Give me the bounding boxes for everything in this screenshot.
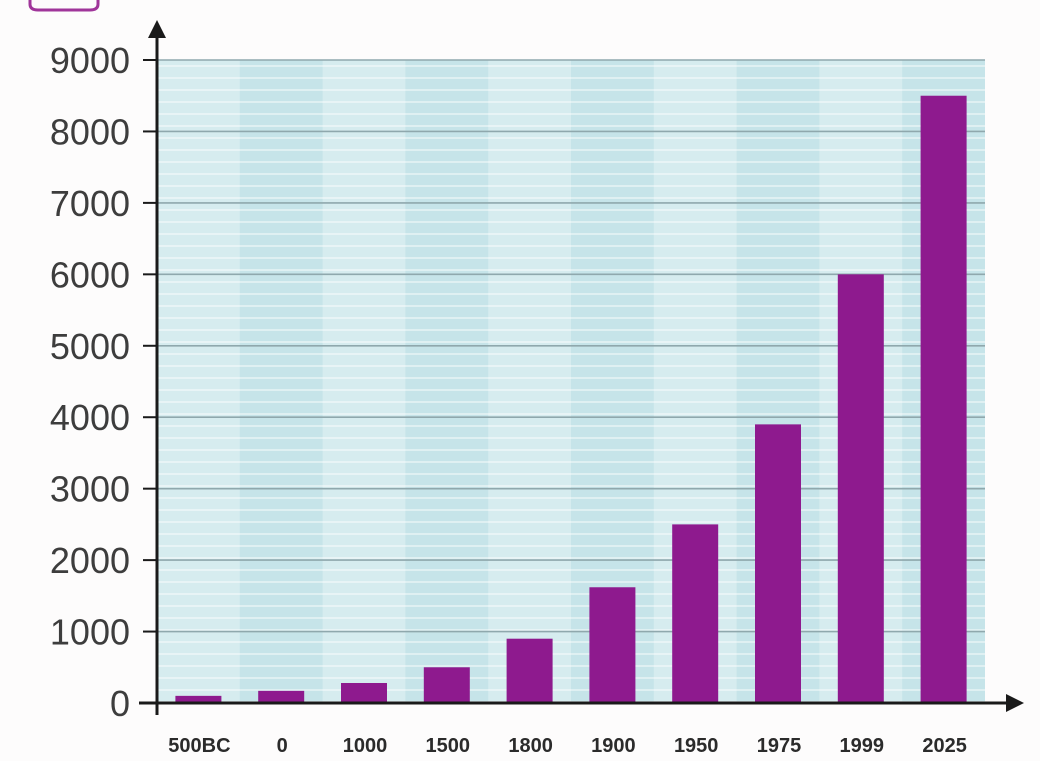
- x-tick-label: 0: [277, 735, 288, 757]
- y-tick-label: 8000: [50, 111, 130, 152]
- x-tick-label: 1999: [840, 735, 885, 757]
- bar-2025: [920, 95, 967, 703]
- y-tick-label: 4000: [50, 397, 130, 438]
- x-tick-label: 1900: [591, 735, 636, 757]
- bar-1500: [423, 667, 470, 703]
- x-axis-arrow-icon: [1006, 694, 1024, 712]
- x-tick-label: 1000: [343, 735, 388, 757]
- bar-1975: [755, 424, 801, 703]
- corner-tab-decoration: [28, 0, 100, 12]
- x-tick-label: 1800: [508, 735, 553, 757]
- y-axis-arrow-icon: [148, 20, 166, 38]
- bars: [175, 95, 967, 703]
- bar-1900: [589, 587, 636, 703]
- y-tick-label: 3000: [50, 469, 130, 510]
- axes: [139, 20, 1024, 715]
- y-tick-label: 7000: [50, 183, 130, 224]
- x-tick-labels: 500BC 0 1000 1500 1800 1900 1950 1975 1999 2025: [168, 735, 967, 757]
- plot-band: [239, 60, 323, 703]
- y-tick-label: 0: [110, 683, 130, 724]
- x-tick-label: 1500: [426, 735, 471, 757]
- x-tick-label: 500BC: [168, 735, 230, 757]
- bar-1000: [341, 682, 387, 703]
- y-tick-label: 9000: [50, 40, 130, 81]
- x-tick-label: 2025: [922, 735, 967, 757]
- x-tick-label: 1950: [674, 735, 719, 757]
- y-tick-label: 5000: [50, 326, 130, 367]
- x-tick-label: 1975: [757, 735, 802, 757]
- bar-1999: [837, 274, 884, 703]
- plot-band: [405, 60, 489, 703]
- y-tick-labels: 0 1000 2000 3000 4000 5000 6000 7000 8000 9000: [50, 40, 130, 724]
- y-tick-label: 2000: [50, 540, 130, 581]
- bar-0: [258, 690, 305, 703]
- bar-1950: [672, 524, 719, 703]
- y-tick-label: 6000: [50, 254, 130, 295]
- bar-500BC: [175, 695, 222, 703]
- bar-1800: [506, 638, 553, 703]
- y-tick-label: 1000: [50, 612, 130, 653]
